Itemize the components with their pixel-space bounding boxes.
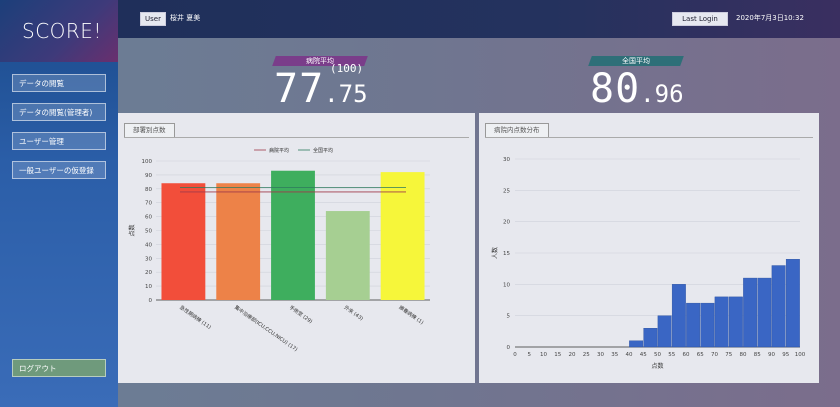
sidebar-item-data-view[interactable]: データの閲覧	[12, 74, 106, 92]
histogram-bar	[714, 296, 729, 348]
national-average-label: 全国平均	[588, 56, 684, 66]
panel-divider	[485, 137, 813, 138]
y-tick-label: 80	[145, 187, 152, 193]
x-tick-label: 20	[569, 352, 576, 358]
y-tick-label: 0	[149, 298, 153, 304]
y-tick-label: 70	[145, 201, 152, 207]
header-bar: User 桜井 夏美 Last Login 2020年7月3日10:32	[118, 0, 840, 38]
hospital-response-count: (100)	[330, 62, 364, 75]
x-tick-label: 95	[782, 352, 789, 358]
y-axis-label: 人数	[491, 247, 499, 259]
bar	[216, 183, 261, 300]
histogram-bar	[643, 327, 658, 348]
logout-button[interactable]: ログアウト	[12, 359, 106, 377]
national-average-int: 80	[590, 66, 641, 112]
sidebar: SCORE! データの閲覧 データの閲覧(管理者) ユーザー管理 一般ユーザーの…	[0, 0, 118, 407]
x-tick-label: 35	[611, 352, 618, 358]
x-tick-label: 70	[711, 352, 718, 358]
histogram-bar	[686, 302, 701, 348]
x-tick-label: 25	[583, 352, 590, 358]
histogram-bar	[671, 284, 686, 348]
last-login-button[interactable]: Last Login	[672, 12, 728, 26]
x-tick-label: 5	[528, 352, 532, 358]
y-tick-label: 30	[145, 256, 152, 262]
histogram-bar	[785, 259, 800, 348]
histogram-bar	[728, 296, 743, 348]
y-tick-label: 15	[503, 251, 510, 257]
y-tick-label: 90	[145, 173, 152, 179]
x-tick-label: 80	[740, 352, 747, 358]
y-tick-label: 10	[145, 284, 152, 290]
x-tick-label: 療養病棟 (1)	[397, 304, 425, 326]
sidebar-item-user-management[interactable]: ユーザー管理	[12, 132, 106, 150]
user-role-badge: User	[140, 12, 166, 26]
y-tick-label: 20	[503, 220, 510, 226]
x-axis-label: 点数	[651, 362, 663, 370]
bar	[380, 172, 425, 300]
y-tick-label: 50	[145, 229, 152, 235]
x-tick-label: 0	[513, 352, 517, 358]
last-login-time: 2020年7月3日10:32	[736, 14, 804, 22]
score-distribution-chart: 0 5 10 15 20 25 30 0 5 10 15 20 25 30 35 40 45 50 55 60 65 70…	[491, 157, 806, 370]
x-tick-label: 集中治療部(ICU,CCU,NICU) (17)	[233, 304, 299, 353]
x-tick-label: 85	[754, 352, 761, 358]
histogram-bar	[743, 277, 758, 348]
department-score-panel: 部署別点数 0 10 20 30 40 50 60 70 80 90 100 点数 急性期病棟 (11)…	[118, 113, 475, 383]
x-tick-label: 75	[725, 352, 732, 358]
x-tick-label: 40	[626, 352, 633, 358]
x-tick-label: 急性期病棟 (11)	[178, 304, 212, 331]
user-name: 桜井 夏美	[170, 14, 201, 22]
x-tick-label: 55	[668, 352, 675, 358]
x-tick-label: 50	[654, 352, 661, 358]
hospital-average-dec: .75	[324, 80, 368, 108]
y-tick-label: 10	[503, 282, 510, 288]
legend-label: 全国平均	[313, 147, 333, 154]
y-tick-label: 5	[507, 314, 511, 320]
y-tick-label: 20	[145, 270, 152, 276]
x-tick-label: 45	[640, 352, 647, 358]
national-average-dec: .96	[640, 80, 684, 108]
hospital-average-stat: 病院平均 77.75 (100)	[272, 48, 368, 112]
y-tick-label: 100	[142, 159, 153, 165]
y-tick-label: 0	[507, 345, 511, 351]
legend-label: 病院平均	[269, 147, 289, 154]
sidebar-item-data-view-admin[interactable]: データの閲覧(管理者)	[12, 103, 106, 121]
y-tick-label: 60	[145, 215, 152, 221]
x-tick-label: 65	[697, 352, 704, 358]
x-tick-label: 外来 (43)	[343, 304, 365, 322]
y-tick-label: 30	[503, 157, 510, 163]
y-tick-label: 25	[503, 188, 510, 194]
sidebar-item-provisional-registration[interactable]: 一般ユーザーの仮登録	[12, 161, 106, 179]
histogram-bar	[629, 340, 644, 348]
histogram-bar	[757, 277, 772, 348]
hospital-average-int: 77	[274, 66, 325, 112]
y-axis-label: 点数	[128, 224, 136, 236]
x-tick-label: 90	[768, 352, 775, 358]
app-logo: SCORE!	[0, 0, 118, 62]
x-tick-label: 10	[540, 352, 547, 358]
x-tick-label: 手術室 (29)	[288, 304, 314, 325]
y-tick-label: 40	[145, 242, 152, 248]
histogram-bar	[771, 265, 786, 348]
bar	[161, 183, 206, 300]
national-average-stat: 全国平均 80.96	[588, 48, 684, 112]
histogram-bar	[700, 302, 715, 348]
x-tick-label: 30	[597, 352, 604, 358]
score-distribution-panel: 病院内点数分布 0 5 10 15 20 25 30 0 5 10 15 20 25 30 35 40 45 50…	[479, 113, 819, 383]
histogram-bar	[657, 315, 672, 348]
panel-divider	[124, 137, 469, 138]
bar	[325, 211, 370, 300]
x-tick-label: 15	[554, 352, 561, 358]
x-tick-label: 60	[683, 352, 690, 358]
bar	[271, 170, 315, 300]
x-tick-label: 100	[795, 352, 806, 358]
